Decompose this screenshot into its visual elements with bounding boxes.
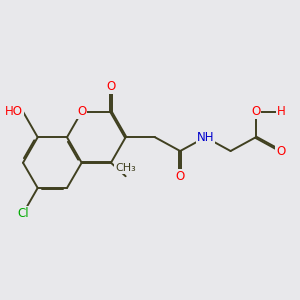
Text: O: O: [77, 105, 86, 118]
Text: O: O: [276, 145, 286, 158]
Text: O: O: [106, 80, 116, 93]
Text: H: H: [277, 105, 285, 118]
Text: O: O: [251, 105, 260, 118]
Text: NH: NH: [196, 131, 214, 144]
Text: O: O: [176, 170, 185, 183]
Text: CH₃: CH₃: [115, 163, 136, 173]
Text: Cl: Cl: [17, 207, 29, 220]
Text: HO: HO: [5, 105, 23, 118]
